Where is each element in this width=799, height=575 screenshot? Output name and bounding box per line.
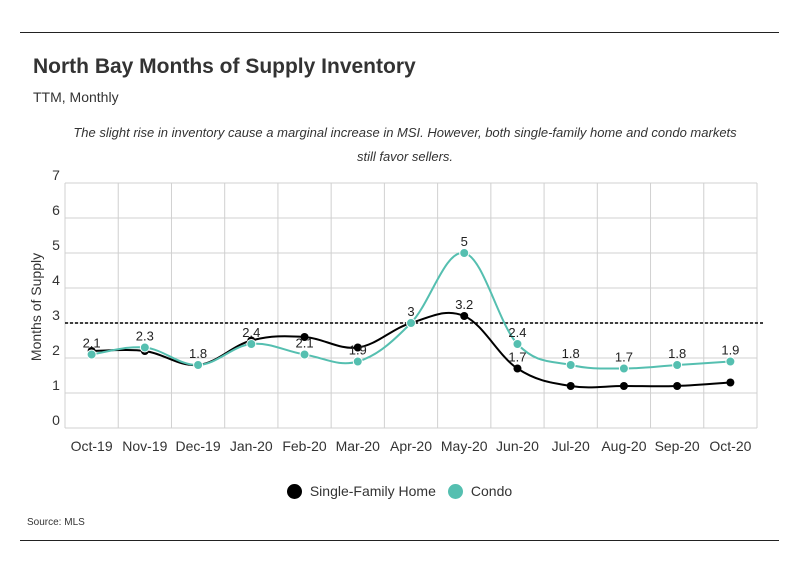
data-label-condo: 5 [461, 234, 468, 249]
legend-swatch-sfh [287, 484, 302, 499]
legend: Single-Family Home Condo [0, 483, 799, 499]
data-point-condo [619, 364, 628, 373]
data-label-condo: 3 [407, 304, 414, 319]
x-tick-label: Jun-20 [496, 438, 539, 454]
data-label-sfh: 1.7 [508, 350, 526, 365]
data-point-condo [87, 350, 96, 359]
legend-label-condo: Condo [471, 483, 512, 499]
data-label-condo: 1.7 [615, 350, 633, 365]
data-point-condo [460, 249, 469, 258]
legend-item-sfh: Single-Family Home [287, 483, 436, 499]
x-tick-label: Dec-19 [176, 438, 221, 454]
legend-item-condo: Condo [448, 483, 512, 499]
data-point-sfh [673, 382, 681, 390]
data-point-sfh [726, 379, 734, 387]
x-tick-label: Feb-20 [282, 438, 327, 454]
legend-label-sfh: Single-Family Home [310, 483, 436, 499]
y-tick-label: 0 [52, 412, 60, 428]
x-tick-label: Jul-20 [552, 438, 590, 454]
data-point-condo [726, 357, 735, 366]
y-tick-label: 2 [52, 342, 60, 358]
y-tick-label: 7 [52, 167, 60, 183]
x-tick-label: Mar-20 [336, 438, 381, 454]
data-point-condo [513, 340, 522, 349]
y-tick-label: 6 [52, 202, 60, 218]
bottom-rule [20, 540, 779, 541]
legend-swatch-condo [448, 484, 463, 499]
y-axis-label: Months of Supply [28, 253, 44, 361]
series-group [87, 249, 735, 391]
x-tick-label: Oct-19 [71, 438, 113, 454]
data-point-condo [673, 361, 682, 370]
data-label-sfh: 3.2 [455, 297, 473, 312]
x-tick-labels: Oct-19 Nov-19 Dec-19 Jan-20 Feb-20 Mar-20 Apr-… [71, 438, 752, 454]
y-tick-label: 1 [52, 377, 60, 393]
data-label-condo: 1.8 [189, 346, 207, 361]
source-note: Source: MLS [27, 517, 85, 528]
data-point-condo [194, 361, 203, 370]
data-label-condo: 1.9 [349, 343, 367, 358]
data-labels: 3.2 1.7 2.1 2.3 1.8 2.4 2.1 1.9 3 5 2.4 1.8 1.7 1.8 1.… [83, 234, 740, 365]
data-point-condo [566, 361, 575, 370]
data-label-condo: 2.4 [508, 325, 526, 340]
data-point-condo [247, 340, 256, 349]
data-label-condo: 2.1 [83, 336, 101, 351]
x-tick-label: Aug-20 [601, 438, 646, 454]
data-label-condo: 1.8 [562, 346, 580, 361]
data-point-condo [407, 319, 416, 328]
x-tick-label: Nov-19 [122, 438, 167, 454]
x-tick-label: Oct-20 [709, 438, 751, 454]
x-tick-label: Sep-20 [655, 438, 700, 454]
data-label-condo: 2.3 [136, 329, 154, 344]
y-tick-label: 3 [52, 307, 60, 323]
data-point-sfh [513, 365, 521, 373]
y-tick-labels: 0 1 2 3 4 5 6 7 [52, 167, 60, 428]
data-point-condo [300, 350, 309, 359]
data-label-condo: 2.4 [242, 325, 260, 340]
data-label-condo: 1.9 [721, 343, 739, 358]
data-label-condo: 1.8 [668, 346, 686, 361]
data-point-sfh [567, 382, 575, 390]
x-tick-label: Apr-20 [390, 438, 432, 454]
data-point-condo [353, 357, 362, 366]
data-point-sfh [620, 382, 628, 390]
y-tick-label: 4 [52, 272, 60, 288]
x-tick-label: May-20 [441, 438, 488, 454]
y-tick-label: 5 [52, 237, 60, 253]
data-point-sfh [460, 312, 468, 320]
data-label-condo: 2.1 [295, 336, 313, 351]
data-point-condo [140, 343, 149, 352]
x-tick-label: Jan-20 [230, 438, 273, 454]
